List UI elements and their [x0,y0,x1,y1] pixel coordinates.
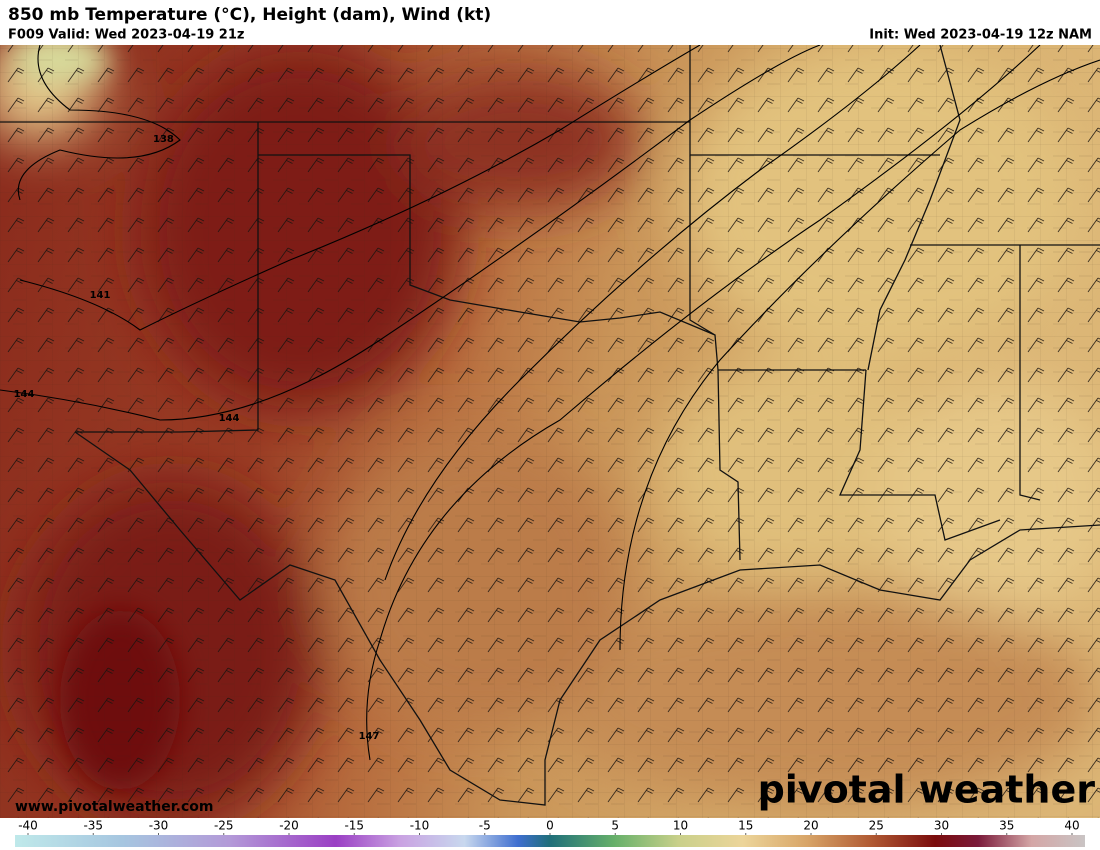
colorbar-tick-label: -10 [410,819,430,833]
colorbar-tick-label: 20 [803,819,818,833]
init-time: Init: Wed 2023-04-19 12z NAM [869,28,1092,43]
website-url: www.pivotalweather.com [15,799,214,815]
colorbar [15,835,1085,847]
map-area: 138 141 144 144 147 [0,45,1100,818]
colorbar-tick-label: 40 [1064,819,1079,833]
colorbar-tick-label: -40 [18,819,38,833]
colorbar-tick-label: -5 [479,819,491,833]
contour-label: 144 [219,413,240,424]
contour-label: 141 [90,290,111,301]
contour-label: 138 [153,134,174,145]
colorbar-tick-label: 25 [869,819,884,833]
colorbar-tick-label: -20 [279,819,299,833]
colorbar-tick-label: -30 [149,819,169,833]
valid-time: F009 Valid: Wed 2023-04-19 21z [8,28,244,43]
colorbar-tick-label: 10 [673,819,688,833]
colorbar-ticks: -40 -35 -30 -25 -20 -15 -10 -5 0 5 10 15 20 25 30 35 40 [18,819,1080,835]
colorbar-tick-label: -25 [214,819,234,833]
brand-logo: pivotal weather [758,768,1096,812]
colorbar-tick-label: -15 [344,819,364,833]
colorbar-tick-label: 0 [546,819,554,833]
colorbar-tick-label: -35 [83,819,103,833]
contour-label: 147 [359,731,380,742]
colorbar-tick-label: 5 [611,819,619,833]
map-title: 850 mb Temperature (°C), Height (dam), W… [8,5,491,25]
colorbar-tick-label: 15 [738,819,753,833]
contour-label: 144 [14,389,35,400]
colorbar-tick-label: 35 [999,819,1014,833]
colorbar-tick-label: 30 [934,819,949,833]
